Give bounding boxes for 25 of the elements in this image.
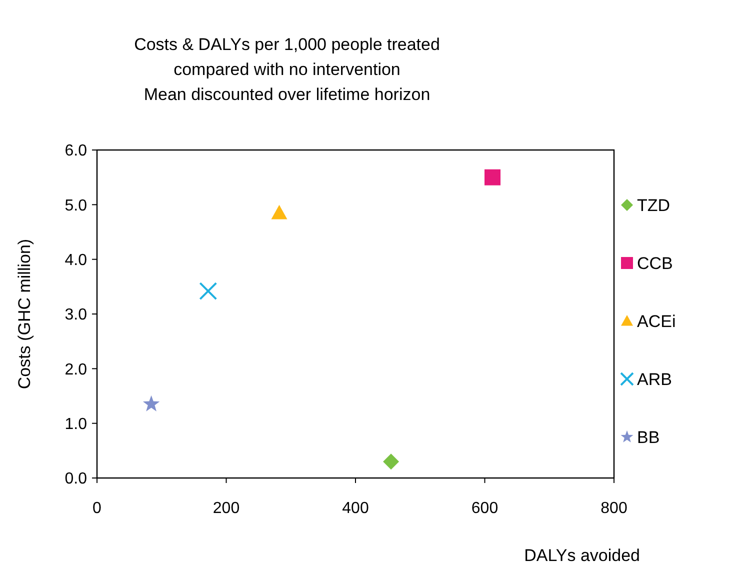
point — [383, 454, 400, 470]
legend-label: ACEi — [637, 312, 676, 331]
y-tick-label: 5.0 — [64, 197, 88, 214]
x-tick-label: 600 — [471, 500, 498, 517]
x-axis-title: DALYs avoided — [524, 546, 640, 565]
y-tick-label: 2.0 — [64, 361, 88, 378]
legend-label: CCB — [637, 254, 673, 273]
legend-label: ARB — [637, 370, 672, 389]
y-tick-label: 1.0 — [64, 416, 88, 433]
point — [199, 282, 218, 300]
chart-title: Costs & DALYs per 1,000 people treated compared with no intervention Mean discounted over lifetime horizon — [134, 35, 440, 104]
x-tick-label: 800 — [600, 500, 628, 517]
x-tick-label: 400 — [342, 500, 369, 517]
y-axis-title: Costs (GHC million) — [15, 238, 34, 390]
y-tick-label: 0.0 — [64, 470, 88, 488]
point — [142, 395, 160, 412]
y-tick-label: 3.0 — [64, 306, 88, 324]
point — [484, 169, 501, 186]
x-tick-label: 200 — [212, 500, 240, 517]
legend-label: TZD — [637, 196, 670, 215]
legend-label: BB — [637, 428, 660, 447]
point — [271, 204, 288, 220]
y-tick-label: 4.0 — [64, 252, 88, 269]
x-tick-label: 0 — [92, 500, 102, 517]
y-tick-label: 6.0 — [64, 142, 88, 160]
